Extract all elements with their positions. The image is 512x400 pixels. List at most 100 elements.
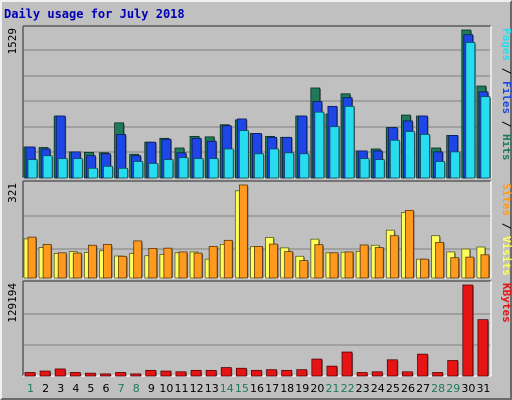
middle-bar-sites	[480, 254, 490, 279]
day-label: 18	[280, 382, 294, 395]
bottom-bar-kbytes	[235, 367, 247, 377]
day-label: 2	[42, 382, 49, 395]
middle-bar-sites	[374, 247, 384, 279]
middle-bar-sites	[87, 244, 97, 279]
legend-entry: Visits	[500, 236, 512, 276]
day-label: 23	[356, 382, 370, 395]
middle-bar-sites	[420, 258, 429, 279]
legend-entry: /	[500, 216, 512, 236]
bottom-bar-kbytes	[341, 351, 353, 377]
legend-entry: Files	[500, 81, 512, 114]
day-label: 24	[371, 382, 385, 395]
bottom-bar-kbytes	[417, 353, 428, 377]
bottom-bar-kbytes	[205, 369, 217, 377]
middle-bar-sites	[42, 243, 52, 279]
top-bar-pages	[223, 148, 234, 179]
middle-legend: Sites / Visits	[500, 183, 512, 276]
day-label: 29	[446, 382, 460, 395]
bottom-bar-kbytes	[84, 372, 96, 377]
middle-bar-sites	[133, 240, 143, 279]
top-bar-pages	[133, 161, 144, 179]
bottom-bar-kbytes	[54, 368, 66, 377]
top-bar-pages	[57, 158, 68, 179]
day-label: 20	[310, 382, 324, 395]
top-legend: Pages / Files / Hits	[500, 28, 512, 161]
middle-bar-sites	[254, 246, 263, 279]
page-title: Daily usage for July 2018	[4, 7, 185, 21]
top-bar-pages	[389, 139, 400, 179]
bottom-bar-kbytes	[175, 371, 187, 377]
day-label: 7	[118, 382, 125, 395]
bottom-panel	[23, 281, 491, 376]
day-label: 13	[205, 382, 219, 395]
middle-bar-sites	[269, 243, 278, 279]
middle-bar-sites	[329, 252, 339, 279]
top-bar-pages	[103, 165, 113, 179]
top-bar-pages	[42, 155, 53, 179]
legend-entry: KBytes	[500, 283, 512, 323]
legend-entry: Sites	[500, 183, 512, 216]
legend-entry: /	[500, 61, 512, 81]
top-bar-pages	[238, 130, 249, 179]
legend-entry: /	[500, 114, 512, 134]
day-label: 22	[341, 382, 355, 395]
top-bar-pages	[269, 148, 279, 179]
middle-bar-sites	[435, 241, 445, 279]
day-label: 11	[175, 382, 189, 395]
middle-bar-sites	[208, 246, 218, 279]
top-bar-pages	[374, 159, 385, 179]
bottom-bar-kbytes	[386, 359, 398, 377]
day-label: 10	[159, 382, 173, 395]
day-label: 12	[190, 382, 204, 395]
top-bar-pages	[163, 159, 174, 179]
day-label: 6	[103, 382, 110, 395]
bottom-bar-kbytes	[296, 369, 308, 377]
bottom-bar-kbytes	[477, 319, 489, 377]
top-bar-pages	[178, 157, 189, 179]
bottom-bar-kbytes	[220, 367, 232, 377]
bottom-bar-kbytes	[160, 370, 172, 377]
day-label: 19	[295, 382, 309, 395]
middle-bar-sites	[465, 256, 475, 279]
bottom-bar-kbytes	[100, 373, 111, 377]
top-bar-pages	[299, 153, 310, 179]
day-label: 8	[133, 382, 140, 395]
top-bar-pages	[420, 134, 430, 179]
bottom-legend: KBytes	[500, 283, 512, 323]
day-label: 1	[27, 382, 34, 395]
middle-bar-sites	[405, 210, 414, 279]
legend-entry: Pages	[500, 28, 512, 61]
top-bar-pages	[480, 96, 491, 179]
top-bar-pages	[87, 167, 98, 179]
bottom-bar-kbytes	[462, 284, 474, 377]
bottom-bar-kbytes	[130, 373, 142, 377]
middle-bar-sites	[193, 252, 203, 279]
day-label: 16	[250, 382, 264, 395]
day-label: 14	[220, 382, 234, 395]
bottom-bar-kbytes	[190, 369, 202, 377]
top-bar-pages	[314, 111, 325, 179]
middle-bar-sites	[314, 244, 324, 279]
top-bar-pages	[193, 158, 204, 179]
middle-bar-sites	[223, 239, 233, 279]
top-bar-pages	[148, 163, 159, 179]
middle-bar-sites	[450, 257, 460, 279]
day-label: 31	[476, 382, 490, 395]
top-bar-pages	[344, 105, 355, 179]
top-bar-pages	[118, 167, 128, 179]
top-bar-pages	[208, 158, 219, 179]
bottom-bar-kbytes	[145, 369, 157, 377]
bottom-bar-kbytes	[356, 372, 368, 377]
bottom-bar-kbytes	[281, 369, 293, 377]
top-bar-pages	[284, 152, 295, 179]
day-label: 3	[57, 382, 64, 395]
middle-bar-sites	[148, 248, 158, 279]
middle-bar-sites	[178, 251, 188, 279]
bottom-bar-kbytes	[432, 372, 444, 377]
day-label: 27	[416, 382, 430, 395]
top-bar-pages	[359, 158, 370, 179]
top-bar-pages	[329, 126, 340, 179]
top-bar-pages	[405, 131, 415, 179]
day-label: 5	[87, 382, 94, 395]
